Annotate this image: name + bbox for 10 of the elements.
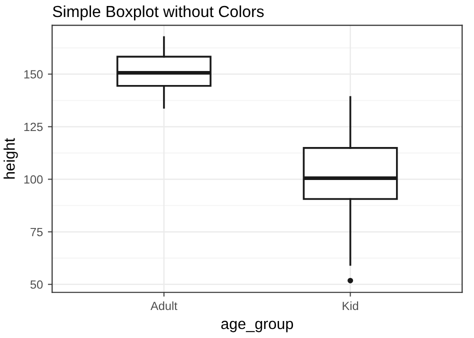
y-tick-label: 150	[24, 70, 43, 79]
y-tick-label: 50	[30, 280, 43, 289]
y-tick-label: 100	[24, 175, 43, 184]
x-axis-title: age_group	[221, 320, 294, 332]
y-tick-label: 75	[30, 228, 43, 236]
y-tick-label: 125	[24, 122, 43, 132]
x-tick-label: Kid	[342, 301, 358, 310]
y-axis-title: height	[4, 138, 18, 179]
x-tick-label: Adult	[150, 301, 178, 310]
chart-title: Simple Boxplot without Colors	[52, 5, 264, 20]
